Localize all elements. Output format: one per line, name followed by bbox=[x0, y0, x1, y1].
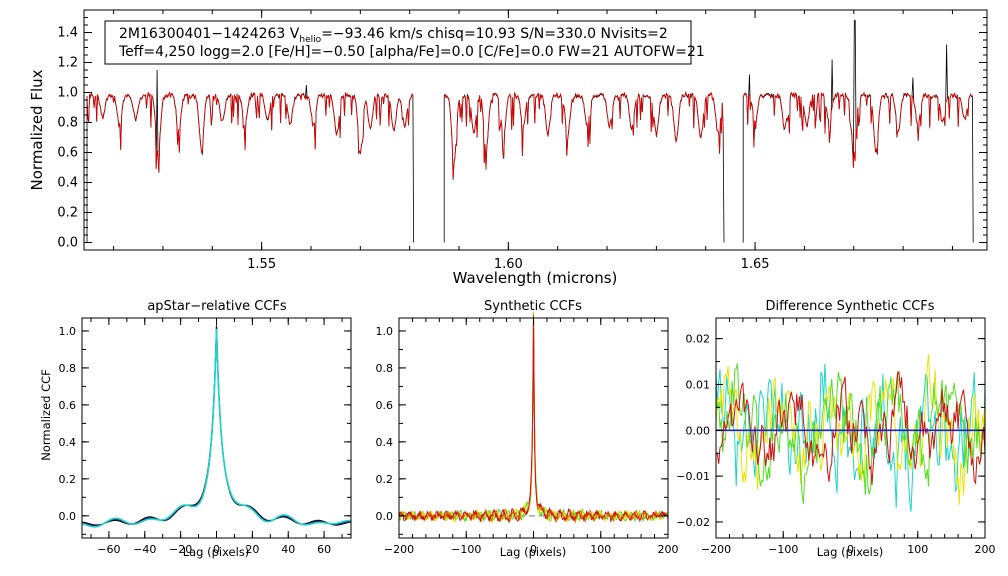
y-tick-label: 0.8 bbox=[57, 116, 78, 131]
annotation-frame bbox=[104, 20, 692, 65]
y-tick-label: 0.2 bbox=[376, 473, 394, 486]
y-tick-label: 0.00 bbox=[686, 424, 711, 437]
difference-ccf-ticks: −200 −100 0 100 200 −0.02 −0.01 0.00 0.01 0.02 bbox=[676, 318, 996, 556]
y-tick-label: 0.4 bbox=[59, 436, 77, 449]
x-tick-label: 200 bbox=[975, 543, 996, 556]
synthetic-ccf-data-layer bbox=[398, 311, 669, 524]
annotation-line-1-start: 2M16300401−1424263 V bbox=[119, 26, 300, 42]
x-tick-label: −60 bbox=[97, 543, 120, 556]
synthetic-ccf-xlabel: Lag (pixels) bbox=[500, 545, 567, 559]
synthetic-ccf-panel: Synthetic CCFs −200 −100 0 100 200 0.0 0.2 0.4 0… bbox=[376, 299, 679, 559]
apstar-ccf-panel: apStar−relative CCFs −60 −40 −20 0 20 40 60 0.0… bbox=[39, 299, 352, 559]
y-tick-label: 1.0 bbox=[59, 325, 77, 338]
y-tick-label: 0.01 bbox=[686, 378, 711, 391]
spectrum-panel: 1.55 1.60 1.65 0.0 0.2 0.4 0.6 0.8 1.0 1.2 1.4 Wav… bbox=[28, 9, 988, 287]
annotation-line-1: 2M16300401−1424263 Vhelio=−93.46 km/s ch… bbox=[119, 26, 668, 45]
x-tick-label: −100 bbox=[451, 543, 481, 556]
y-tick-label: 0.6 bbox=[57, 146, 78, 161]
spectrum-xlabel: Wavelength (microns) bbox=[453, 269, 618, 287]
apstar-ccf-data-layer bbox=[81, 325, 352, 528]
difference-ccf-xlabel: Lag (pixels) bbox=[817, 545, 884, 559]
y-tick-label: −0.01 bbox=[676, 470, 710, 483]
y-tick-label: 1.0 bbox=[57, 86, 78, 101]
synthetic-ccf-title: Synthetic CCFs bbox=[484, 299, 582, 314]
spectrum-data-layer bbox=[86, 20, 974, 243]
y-tick-label: 0.4 bbox=[57, 176, 78, 191]
apstar-ccf-ylabel: Normalized CCF bbox=[39, 369, 53, 461]
difference-ccf-title: Difference Synthetic CCFs bbox=[765, 299, 934, 314]
x-tick-label: 0 bbox=[530, 543, 537, 556]
spectrum-ylabel: Normalized Flux bbox=[28, 69, 46, 190]
apstar-ccf-xlabel: Lag (pixels) bbox=[183, 545, 250, 559]
difference-ccf-series-3 bbox=[716, 363, 985, 504]
y-tick-label: 1.0 bbox=[376, 325, 394, 338]
model-spectrum-segment-3 bbox=[742, 90, 973, 168]
x-tick-label: 1.55 bbox=[247, 257, 276, 272]
x-tick-label: 100 bbox=[907, 543, 928, 556]
y-tick-label: 1.4 bbox=[57, 26, 78, 41]
y-tick-label: 0.0 bbox=[59, 510, 77, 523]
y-tick-label: 0.0 bbox=[376, 510, 394, 523]
y-tick-label: 0.6 bbox=[59, 399, 77, 412]
x-tick-label: −200 bbox=[384, 543, 414, 556]
annotation-line-1-end: =−93.46 km/s chisq=10.93 S/N=330.0 Nvisi… bbox=[321, 26, 668, 42]
observed-spectrum-segment-3 bbox=[742, 20, 974, 243]
apstar-ccf-series-2 bbox=[81, 327, 351, 527]
apstar-ccf-ticks: −60 −40 −20 0 20 40 60 0.0 0.2 0.4 0.6 0.8 1.0 bbox=[59, 318, 351, 556]
x-tick-label: 60 bbox=[317, 543, 331, 556]
model-spectrum-segment-1 bbox=[86, 91, 414, 173]
y-tick-label: −0.02 bbox=[676, 516, 710, 529]
spectrum-annotation-box: 2M16300401−1424263 Vhelio=−93.46 km/s ch… bbox=[104, 20, 705, 65]
annotation-line-2: Teff=4,250 logg=2.0 [Fe/H]=−0.50 [alpha/… bbox=[118, 44, 705, 60]
y-tick-label: 0.6 bbox=[376, 399, 394, 412]
x-tick-label: 40 bbox=[281, 543, 295, 556]
observed-spectrum-segment-1 bbox=[86, 69, 414, 243]
x-tick-label: 1.60 bbox=[494, 257, 523, 272]
difference-ccf-series-1 bbox=[716, 363, 985, 512]
difference-ccf-series-4 bbox=[716, 370, 985, 485]
x-tick-label: −200 bbox=[701, 543, 731, 556]
y-tick-label: 0.2 bbox=[57, 206, 78, 221]
synthetic-ccf-series-4 bbox=[398, 316, 669, 523]
spectrum-ticks: 1.55 1.60 1.65 0.0 0.2 0.4 0.6 0.8 1.0 1.2 1.4 bbox=[57, 10, 987, 272]
apstar-ccf-series-3 bbox=[81, 329, 352, 528]
difference-clip-group bbox=[716, 354, 985, 512]
y-tick-label: 0.0 bbox=[57, 236, 78, 251]
x-tick-label: −40 bbox=[133, 543, 156, 556]
difference-ccf-panel: Difference Synthetic CCFs −200 −100 0 100 20… bbox=[676, 299, 995, 559]
y-tick-label: 0.02 bbox=[686, 333, 711, 346]
y-tick-label: 0.8 bbox=[59, 362, 77, 375]
annotation-subscript: helio bbox=[299, 35, 321, 45]
apstar-ccf-title: apStar−relative CCFs bbox=[147, 299, 287, 314]
x-tick-label: 1.65 bbox=[741, 257, 770, 272]
y-tick-label: 1.2 bbox=[57, 56, 78, 71]
difference-ccf-data-layer bbox=[716, 354, 985, 512]
x-tick-label: 0 bbox=[213, 543, 220, 556]
y-tick-label: 0.2 bbox=[59, 473, 77, 486]
x-tick-label: 200 bbox=[658, 543, 679, 556]
x-tick-label: 20 bbox=[245, 543, 259, 556]
model-spectrum-segment-2 bbox=[444, 90, 724, 179]
x-tick-label: −20 bbox=[169, 543, 192, 556]
x-tick-label: 100 bbox=[590, 543, 611, 556]
x-tick-label: −100 bbox=[768, 543, 798, 556]
y-tick-label: 0.8 bbox=[376, 362, 394, 375]
spectrum-clip-group bbox=[86, 20, 974, 243]
synthetic-ccf-ticks: −200 −100 0 100 200 0.0 0.2 0.4 0.6 0.8 1.0 bbox=[376, 318, 679, 556]
y-tick-label: 0.4 bbox=[376, 436, 394, 449]
x-tick-label: 0 bbox=[847, 543, 854, 556]
